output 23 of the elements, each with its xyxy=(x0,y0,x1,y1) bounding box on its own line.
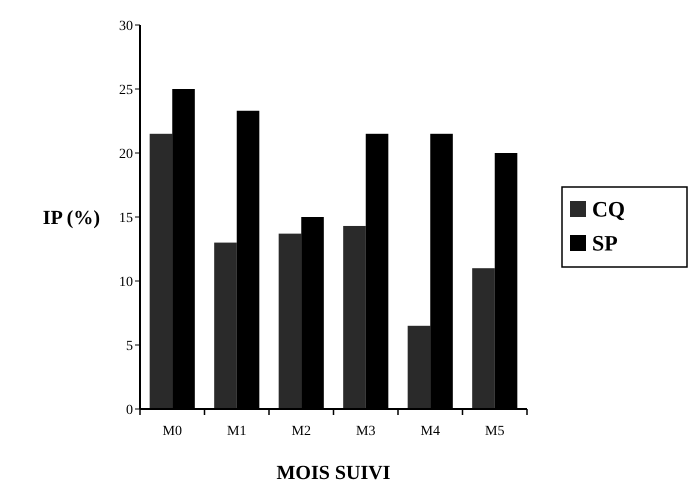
bar xyxy=(150,134,172,409)
y-tick-label: 5 xyxy=(126,338,133,354)
y-axis-title: IP (%) xyxy=(42,207,100,229)
x-tick-label: M1 xyxy=(227,424,246,439)
x-tick-label: M3 xyxy=(356,424,376,439)
legend-label: SP xyxy=(592,230,618,256)
x-tick-label: M2 xyxy=(292,424,311,439)
bar xyxy=(214,242,237,409)
bar xyxy=(472,268,495,409)
y-tick-label: 30 xyxy=(119,18,133,34)
x-tick-label: M0 xyxy=(162,424,182,439)
bar xyxy=(278,234,302,409)
legend-label: CQ xyxy=(592,196,625,222)
y-tick-label: 0 xyxy=(126,402,133,418)
x-tick-label: M5 xyxy=(485,424,504,439)
x-axis-title: MOIS SUIVI xyxy=(276,462,391,484)
y-tick-label: 10 xyxy=(119,274,133,290)
bar xyxy=(343,226,366,409)
y-tick-label: 20 xyxy=(119,146,133,162)
y-tick-label: 25 xyxy=(119,82,133,98)
y-tick-label: 15 xyxy=(119,210,133,226)
bar xyxy=(408,326,430,409)
x-tick-label: M4 xyxy=(420,424,440,439)
